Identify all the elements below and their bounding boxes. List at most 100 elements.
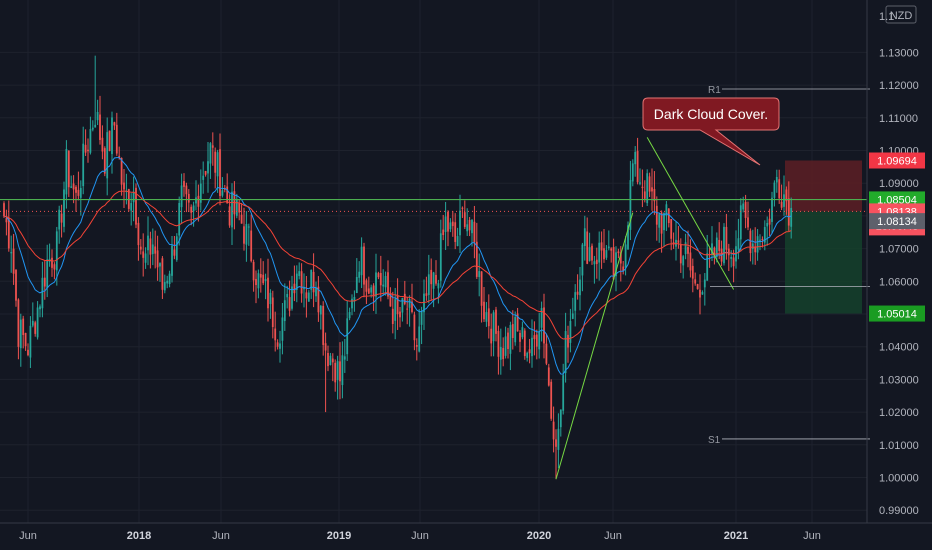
candle-body [492, 312, 495, 342]
target-price-label: 1.09694 [877, 156, 917, 168]
annotation-callout[interactable]: Dark Cloud Cover. [642, 97, 780, 166]
candle-body [247, 226, 250, 228]
candle-body [27, 349, 29, 356]
pivot-label: R1 [708, 85, 721, 96]
currency-label: NZD [890, 10, 913, 22]
candle-body [543, 307, 545, 344]
candle-body [120, 157, 123, 185]
candle-body [737, 238, 740, 250]
candle-body [732, 257, 735, 267]
pivot-label: S1 [708, 435, 721, 446]
candle-body [192, 205, 195, 212]
candle-body [214, 151, 217, 173]
downtrend-line[interactable] [646, 137, 735, 290]
x-tick-label: 2019 [327, 530, 351, 542]
candle-body [384, 275, 387, 288]
candle-body [185, 185, 188, 195]
candle-body [271, 297, 274, 328]
candle-body [511, 324, 514, 338]
candle-body [358, 271, 361, 278]
candle-body [161, 258, 164, 290]
candle-body [742, 203, 745, 210]
candle-body [459, 210, 461, 236]
candle-body [432, 272, 435, 289]
candle-body [180, 185, 183, 208]
candle-body [790, 207, 793, 227]
candle-body [780, 201, 783, 208]
y-tick-label: 1.13000 [879, 47, 919, 59]
candle-body [58, 209, 61, 230]
candle-body [547, 367, 550, 386]
candle-body [41, 277, 44, 309]
candle-body [643, 191, 646, 199]
candle-body [377, 273, 380, 278]
candle-body [487, 308, 490, 327]
candle-body [483, 301, 485, 320]
candle-body [691, 265, 694, 279]
candle-body [389, 294, 392, 307]
candle-body [252, 261, 255, 281]
currency-badge[interactable]: NZD [885, 5, 917, 24]
candle-body [394, 299, 397, 321]
candle-body [401, 298, 404, 313]
candle-body [324, 343, 327, 351]
position-zones [785, 160, 862, 314]
candle-body [221, 190, 224, 196]
candle-body [699, 289, 701, 298]
candle-body [286, 293, 289, 298]
candle-body [231, 191, 233, 228]
candle-body [425, 293, 428, 296]
candle-body [173, 249, 176, 256]
candle-body [317, 286, 320, 313]
y-tick-label: 1.11000 [879, 113, 918, 125]
candle-body [535, 334, 538, 347]
candle-body [759, 239, 761, 241]
candle-body [502, 347, 505, 360]
candle-body [84, 144, 87, 153]
candle-body [211, 145, 214, 148]
candle-body [387, 272, 389, 297]
candle-body [730, 257, 733, 259]
candle-body [195, 197, 197, 204]
risk-zone [785, 160, 862, 212]
candle-body [22, 318, 25, 336]
candle-body [300, 271, 303, 294]
candle-body [307, 292, 310, 302]
x-tick-label: Jun [411, 530, 429, 542]
candle-body [761, 238, 764, 241]
candle-body [238, 203, 241, 213]
candle-body [276, 342, 279, 347]
candle-body [183, 181, 185, 187]
candle-body [531, 337, 533, 357]
candle-body [768, 218, 771, 225]
candle-body [75, 186, 77, 193]
time-axis[interactable]: Jun 2018 Jun 2019 Jun 2020 Jun 2021 Jun [19, 530, 821, 542]
candle-body [583, 228, 586, 246]
candle-body [437, 283, 440, 289]
candle-body [235, 199, 238, 216]
candle-body [31, 320, 34, 326]
price-axis[interactable]: 0.99000 1.00000 1.01000 1.02000 1.03000 1.040… [879, 47, 919, 517]
candle-body [34, 322, 37, 334]
candle-body [137, 222, 140, 246]
uptrend-line[interactable] [555, 212, 634, 480]
candle-body [298, 271, 301, 277]
x-tick-label: 2018 [127, 530, 151, 542]
candle-body [312, 271, 315, 293]
candle-body [677, 240, 680, 243]
candle-body [507, 332, 509, 350]
candle-body [269, 292, 272, 305]
candle-body [175, 236, 178, 260]
candle-body [435, 274, 437, 284]
candle-body [24, 332, 27, 347]
candle-body [187, 193, 190, 203]
candle-body [775, 177, 778, 183]
candle-body [471, 219, 473, 234]
candle-body [406, 308, 409, 310]
candle-body [291, 286, 293, 309]
candle-body [12, 248, 15, 274]
candle-body [439, 233, 442, 281]
candle-body [581, 244, 584, 276]
candle-body [295, 273, 298, 290]
